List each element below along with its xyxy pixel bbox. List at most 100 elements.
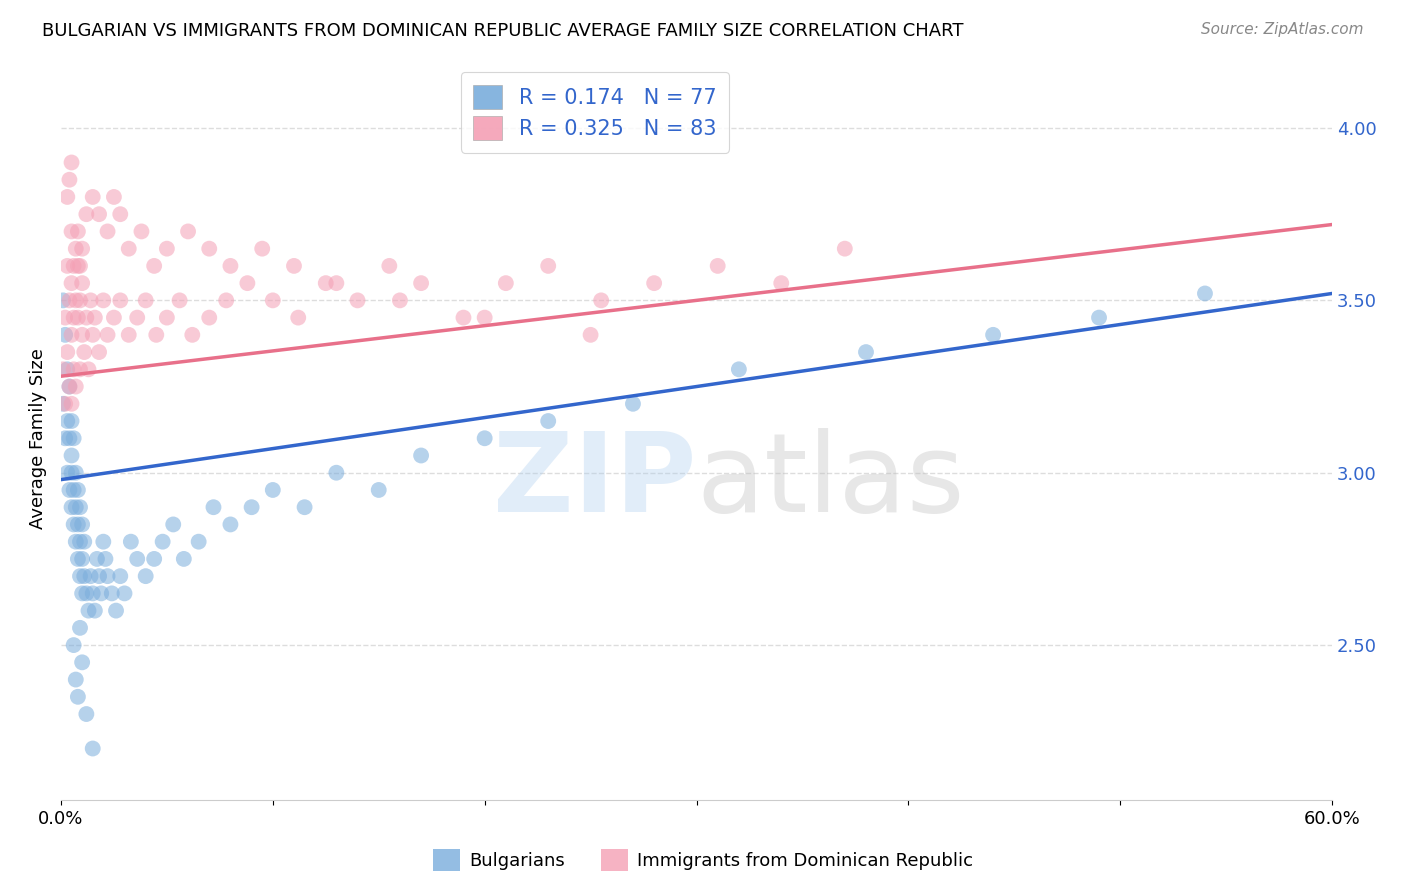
Point	[453, 310, 475, 325]
Point	[53, 397, 76, 411]
Point	[69, 500, 91, 515]
Point	[169, 293, 191, 308]
Point	[152, 534, 174, 549]
Point	[706, 259, 728, 273]
Point	[181, 327, 204, 342]
Point	[53, 431, 76, 445]
Point	[90, 586, 112, 600]
Point	[135, 293, 157, 308]
Point	[96, 224, 118, 238]
Point	[69, 569, 91, 583]
Point	[240, 500, 263, 515]
Point	[62, 431, 84, 445]
Point	[70, 656, 93, 670]
Point	[70, 552, 93, 566]
Point	[262, 483, 284, 497]
Point	[114, 586, 136, 600]
Point	[103, 190, 125, 204]
Point	[73, 534, 96, 549]
Point	[66, 259, 89, 273]
Point	[262, 293, 284, 308]
Point	[77, 362, 100, 376]
Point	[411, 449, 433, 463]
Point	[131, 224, 153, 238]
Point	[52, 362, 75, 376]
Point	[495, 276, 517, 290]
Point	[75, 207, 97, 221]
Point	[621, 397, 644, 411]
Point	[60, 414, 83, 428]
Point	[855, 345, 877, 359]
Point	[70, 276, 93, 290]
Point	[56, 190, 79, 204]
Point	[91, 293, 114, 308]
Point	[728, 362, 751, 376]
Y-axis label: Average Family Size: Average Family Size	[30, 348, 46, 529]
Point	[1088, 310, 1111, 325]
Point	[145, 327, 167, 342]
Point	[62, 362, 84, 376]
Point	[127, 310, 149, 325]
Point	[52, 293, 75, 308]
Point	[294, 500, 316, 515]
Point	[250, 242, 273, 256]
Point	[62, 259, 84, 273]
Point	[96, 569, 118, 583]
Point	[346, 293, 368, 308]
Point	[411, 276, 433, 290]
Point	[474, 431, 496, 445]
Point	[70, 586, 93, 600]
Point	[87, 569, 110, 583]
Point	[537, 414, 560, 428]
Point	[110, 207, 132, 221]
Point	[65, 534, 87, 549]
Point	[62, 517, 84, 532]
Point	[120, 534, 142, 549]
Point	[198, 310, 221, 325]
Point	[198, 242, 221, 256]
Point	[219, 259, 242, 273]
Point	[60, 327, 83, 342]
Point	[65, 379, 87, 393]
Point	[79, 293, 101, 308]
Point	[58, 172, 80, 186]
Point	[69, 621, 91, 635]
Point	[56, 466, 79, 480]
Point	[69, 534, 91, 549]
Point	[60, 466, 83, 480]
Point	[65, 242, 87, 256]
Point	[73, 569, 96, 583]
Point	[60, 500, 83, 515]
Point	[215, 293, 238, 308]
Point	[58, 379, 80, 393]
Point	[388, 293, 411, 308]
Point	[75, 310, 97, 325]
Point	[118, 327, 141, 342]
Point	[177, 224, 200, 238]
Point	[202, 500, 225, 515]
Point	[325, 466, 347, 480]
Point	[75, 586, 97, 600]
Point	[591, 293, 613, 308]
Point	[236, 276, 259, 290]
Point	[52, 397, 75, 411]
Point	[56, 345, 79, 359]
Point	[58, 483, 80, 497]
Point	[118, 242, 141, 256]
Point	[474, 310, 496, 325]
Point	[156, 310, 179, 325]
Point	[62, 638, 84, 652]
Point	[834, 242, 856, 256]
Point	[75, 706, 97, 721]
Point	[143, 259, 166, 273]
Point	[66, 690, 89, 704]
Point	[66, 517, 89, 532]
Point	[58, 379, 80, 393]
Point	[60, 224, 83, 238]
Point	[58, 431, 80, 445]
Point	[91, 534, 114, 549]
Point	[60, 276, 83, 290]
Text: Source: ZipAtlas.com: Source: ZipAtlas.com	[1201, 22, 1364, 37]
Point	[79, 569, 101, 583]
Point	[65, 466, 87, 480]
